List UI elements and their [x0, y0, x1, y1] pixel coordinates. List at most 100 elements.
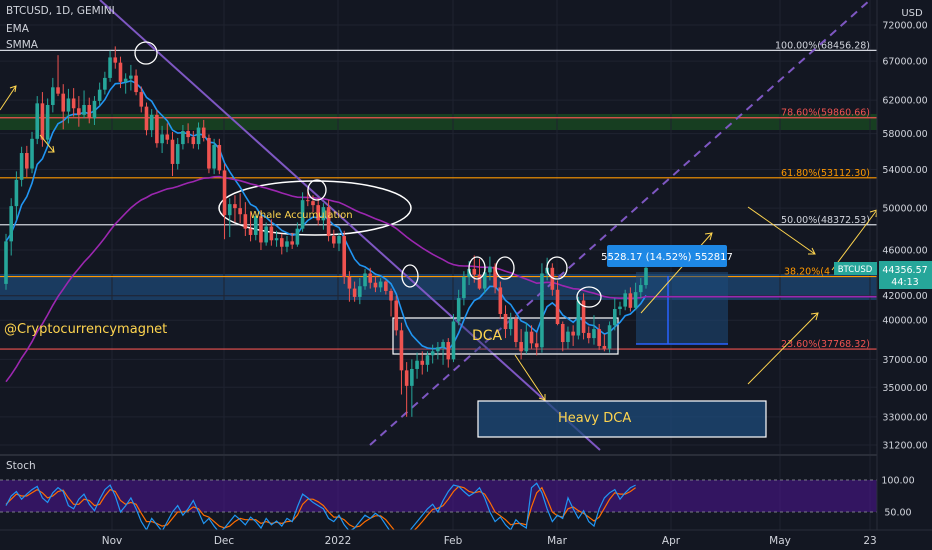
candle-body — [217, 144, 222, 171]
candle-body — [181, 131, 185, 145]
candle-body — [550, 267, 555, 290]
candle-body — [623, 293, 627, 307]
price-tick-label: 46000.00 — [882, 246, 927, 257]
candle-body — [30, 138, 34, 169]
candle-body — [529, 331, 534, 344]
candle-body — [290, 241, 294, 245]
high-circle — [307, 179, 327, 201]
candle-body — [467, 268, 471, 277]
price-tick-label: 67000.00 — [882, 57, 927, 68]
candle-body — [597, 329, 601, 346]
high-circle — [546, 256, 568, 280]
candle-body — [534, 343, 539, 348]
price-tick-label: 42000.00 — [882, 291, 927, 302]
heavy-dca-box — [477, 400, 767, 438]
fib-levels: 100.00%(68456.28) 78.60%(59860.66) 61.80%(… — [0, 40, 877, 350]
time-tick-label: 2022 — [325, 535, 352, 547]
candle-body — [581, 300, 586, 333]
fib-label: 61.80%(53112.30) — [781, 168, 870, 179]
time-tick-label: Dec — [214, 535, 235, 547]
candle-body — [607, 325, 612, 349]
stoch-axis-labels: 100.00 50.00 — [881, 476, 914, 519]
candle-body — [425, 355, 430, 365]
candle-body — [248, 228, 253, 235]
candle-body — [103, 77, 107, 90]
candle-body — [368, 273, 373, 283]
candle-body — [633, 292, 638, 308]
high-circle — [468, 256, 486, 280]
candle-body — [269, 226, 274, 241]
candle-body — [279, 238, 284, 247]
stoch-title: Stoch — [6, 460, 36, 472]
candle-body — [259, 216, 263, 243]
candle-body — [175, 144, 180, 164]
candle-body — [253, 216, 258, 235]
price-tick-label: 33000.00 — [882, 412, 927, 423]
candle-body — [139, 92, 144, 107]
candle-body — [87, 104, 92, 119]
candle-body — [644, 267, 648, 286]
symbol-line: BTCUSD, 1D, GEMINI — [6, 5, 115, 17]
price-labels: 72000.00 67000.00 62000.00 58000.00 54000.00… — [882, 21, 927, 452]
stoch-band — [0, 480, 877, 512]
candle-body — [586, 332, 591, 339]
candle-body — [35, 103, 40, 139]
candle-body — [378, 281, 383, 288]
candle-body — [508, 318, 513, 330]
high-circle — [401, 264, 419, 288]
candle-body — [295, 228, 300, 245]
current-price: 44356.57 — [882, 265, 927, 276]
candle-body — [451, 321, 456, 360]
candle-body — [191, 137, 196, 145]
candle-body — [19, 153, 24, 180]
indicator-ema[interactable]: EMA — [6, 23, 30, 35]
candle-body — [519, 342, 523, 352]
candle-body — [415, 360, 419, 369]
candle-body — [462, 276, 466, 299]
candle-body — [540, 273, 544, 348]
candle-body — [264, 226, 268, 243]
candle-body — [207, 137, 211, 169]
candle-body — [321, 207, 326, 221]
indicator-smma[interactable]: SMMA — [6, 39, 39, 51]
price-tick-label: 40000.00 — [882, 316, 927, 327]
stoch-lines — [5, 482, 636, 540]
candle-body — [77, 108, 81, 115]
candle-body — [129, 75, 133, 79]
candle-body — [300, 200, 305, 229]
time-tick-label: May — [769, 535, 791, 547]
dca-label: DCA — [472, 328, 503, 344]
candle-body — [51, 87, 55, 105]
ema-line — [5, 79, 647, 351]
candle-body — [446, 342, 451, 360]
candle-body — [363, 273, 367, 287]
ema-path — [5, 79, 647, 351]
candle-body — [326, 207, 331, 237]
candle-body — [40, 103, 45, 140]
candle-body — [404, 370, 409, 386]
candle-body — [373, 282, 378, 288]
candle-body — [66, 98, 71, 112]
candle-body — [61, 93, 66, 112]
stoch-tick-label: 100.00 — [881, 476, 914, 487]
candle-body — [358, 286, 362, 297]
high-circle — [495, 256, 515, 280]
candle-body — [92, 100, 97, 119]
candle-body — [566, 331, 570, 343]
candle-body — [503, 313, 508, 330]
time-tick-label: Nov — [102, 535, 123, 547]
candle-body — [243, 214, 248, 229]
candle-body — [227, 204, 232, 216]
candle-body — [524, 331, 529, 352]
candle-body — [394, 300, 399, 331]
time-axis[interactable] — [0, 530, 932, 550]
candles — [4, 46, 648, 417]
price-tick-label: 50000.00 — [882, 204, 927, 215]
candle-body — [9, 206, 14, 242]
measurement-label-bg — [607, 245, 727, 267]
time-tick-label: Apr — [662, 535, 681, 547]
fib-label: 50.00%(48372.53) — [781, 215, 870, 226]
candle-body — [4, 241, 8, 284]
candle-body — [155, 114, 159, 144]
